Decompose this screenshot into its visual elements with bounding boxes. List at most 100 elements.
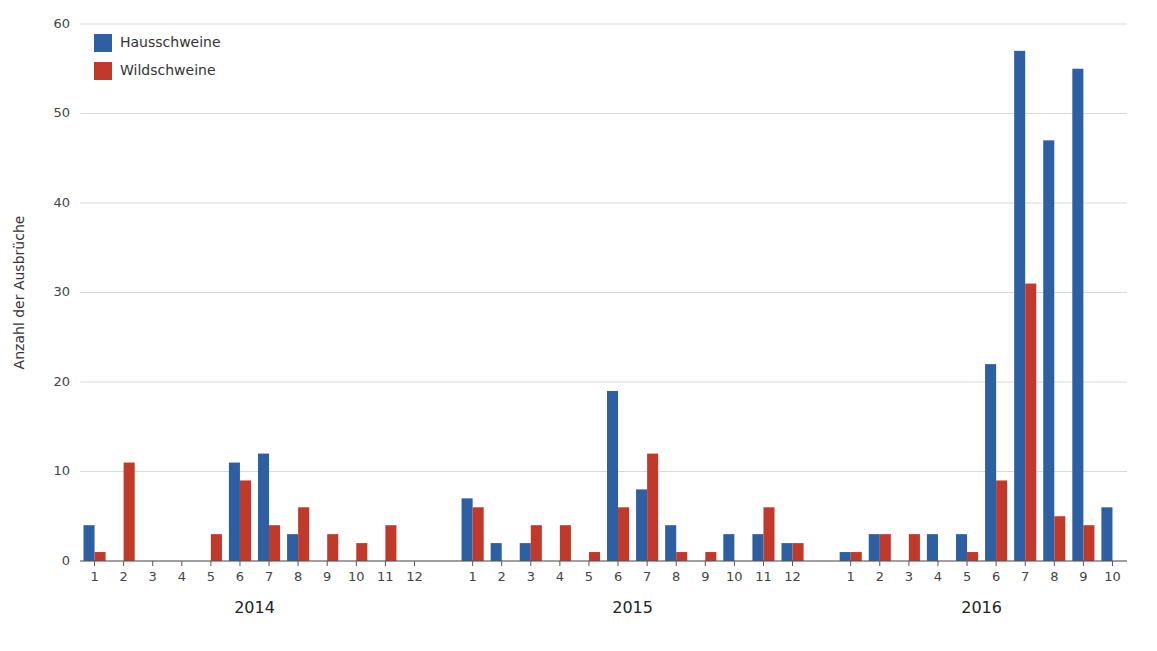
x-tick-label: 10 (348, 569, 365, 584)
x-tick (123, 561, 124, 566)
x-tick (996, 561, 997, 566)
x-tick-label: 1 (847, 569, 855, 584)
bar (462, 498, 473, 561)
x-tick-label: 5 (963, 569, 971, 584)
bar (607, 391, 618, 561)
grid-line (80, 292, 1127, 293)
bar (781, 543, 792, 561)
x-tick (181, 561, 182, 566)
legend-label: Hausschweine (120, 34, 221, 50)
x-tick-label: 12 (406, 569, 423, 584)
bar (1025, 284, 1036, 561)
bar (967, 552, 978, 561)
x-tick (1025, 561, 1026, 566)
bar (618, 507, 629, 561)
bar (327, 534, 338, 561)
x-tick (676, 561, 677, 566)
x-tick-label: 4 (178, 569, 186, 584)
bar (647, 454, 658, 561)
x-tick (705, 561, 706, 566)
y-tick-label: 40 (53, 195, 70, 210)
x-tick-label: 5 (585, 569, 593, 584)
x-tick (210, 561, 211, 566)
x-tick-label: 3 (527, 569, 535, 584)
bar (636, 489, 647, 561)
x-tick-label: 1 (90, 569, 98, 584)
bar (95, 552, 106, 561)
bar (473, 507, 484, 561)
x-tick (559, 561, 560, 566)
bar (793, 543, 804, 561)
x-tick (269, 561, 270, 566)
bar (927, 534, 938, 561)
bar (851, 552, 862, 561)
y-tick-label: 50 (53, 105, 70, 120)
bar (298, 507, 309, 561)
x-tick-label: 3 (905, 569, 913, 584)
bar (985, 364, 996, 561)
bar (1043, 140, 1054, 561)
x-tick-label: 10 (1104, 569, 1121, 584)
legend-swatch (94, 62, 112, 80)
x-tick-label: 1 (468, 569, 476, 584)
x-tick (908, 561, 909, 566)
x-tick (530, 561, 531, 566)
bar (83, 525, 94, 561)
bar (880, 534, 891, 561)
x-tick (385, 561, 386, 566)
x-tick-label: 4 (934, 569, 942, 584)
x-tick (327, 561, 328, 566)
grid-line (80, 203, 1127, 204)
bar (1054, 516, 1065, 561)
x-tick (647, 561, 648, 566)
x-tick-label: 12 (784, 569, 801, 584)
x-tick-label: 11 (755, 569, 772, 584)
bar (356, 543, 367, 561)
group-label: 2014 (234, 598, 275, 617)
x-tick (239, 561, 240, 566)
x-tick-label: 10 (726, 569, 743, 584)
bar (909, 534, 920, 561)
group-label: 2016 (961, 598, 1002, 617)
page: {"chart_data": { "type": "bar", "ylabel"… (0, 0, 1157, 651)
bar (269, 525, 280, 561)
x-tick (850, 561, 851, 566)
x-tick (298, 561, 299, 566)
bar (491, 543, 502, 561)
x-tick-label: 9 (323, 569, 331, 584)
x-tick (937, 561, 938, 566)
bar (996, 480, 1007, 561)
x-tick (1083, 561, 1084, 566)
grid-line (80, 382, 1127, 383)
bar (840, 552, 851, 561)
bar (665, 525, 676, 561)
grid (80, 24, 1127, 561)
bar (705, 552, 716, 561)
x-tick (734, 561, 735, 566)
bar (1101, 507, 1112, 561)
x-tick-label: 9 (1079, 569, 1087, 584)
x-tick-label: 9 (701, 569, 709, 584)
bar (1083, 525, 1094, 561)
legend-swatch (94, 34, 112, 52)
x-tick (94, 561, 95, 566)
x-tick-label: 8 (1050, 569, 1058, 584)
bar (1014, 51, 1025, 561)
x-tick (1112, 561, 1113, 566)
y-tick-label: 30 (53, 284, 70, 299)
bar (385, 525, 396, 561)
bar (589, 552, 600, 561)
bar (520, 543, 531, 561)
bar (763, 507, 774, 561)
bar (752, 534, 763, 561)
x-tick-label: 6 (992, 569, 1000, 584)
grid-line (80, 113, 1127, 114)
group-label: 2015 (612, 598, 653, 617)
bar (240, 480, 251, 561)
bars (83, 51, 1112, 561)
bar (258, 454, 269, 561)
x-tick-label: 8 (294, 569, 302, 584)
bar (287, 534, 298, 561)
grid-line (80, 561, 1127, 562)
x-tick-label: 6 (236, 569, 244, 584)
